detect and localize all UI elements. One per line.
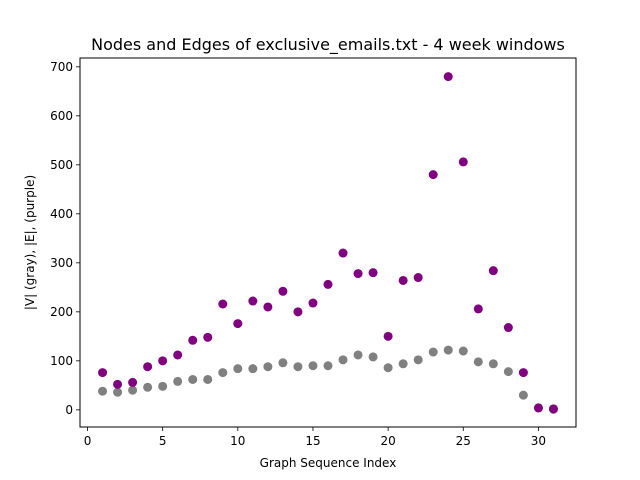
- y-axis-label: |V| (gray), |E|, (purple): [23, 175, 37, 310]
- data-point: [338, 355, 348, 365]
- y-tick-label: 200: [50, 305, 73, 319]
- data-point: [413, 355, 423, 365]
- data-point: [473, 357, 483, 367]
- data-point: [518, 390, 528, 400]
- x-tick-label: 30: [531, 434, 546, 448]
- data-point: [278, 358, 288, 368]
- data-point: [143, 362, 153, 372]
- y-axis: 0 100 200 300 400 500 600 700: [50, 60, 80, 417]
- data-point: [428, 170, 438, 180]
- data-point: [533, 403, 543, 413]
- data-point: [368, 352, 378, 362]
- data-point: [293, 362, 303, 372]
- data-point: [398, 275, 408, 285]
- data-point: [443, 72, 453, 82]
- data-point: [143, 382, 153, 392]
- x-tick-label: 0: [84, 434, 92, 448]
- data-point: [458, 346, 468, 356]
- data-point: [233, 319, 243, 329]
- data-point: [263, 362, 273, 372]
- series-edges: [98, 72, 558, 414]
- data-point: [203, 374, 213, 384]
- data-point: [383, 363, 393, 373]
- x-tick-label: 25: [456, 434, 471, 448]
- data-point: [293, 307, 303, 317]
- data-point: [158, 356, 168, 366]
- y-tick-label: 0: [65, 403, 73, 417]
- data-point: [128, 385, 138, 395]
- y-tick-label: 100: [50, 354, 73, 368]
- data-point: [218, 368, 228, 378]
- x-tick-label: 15: [305, 434, 320, 448]
- series-nodes: [98, 345, 558, 414]
- y-tick-label: 600: [50, 109, 73, 123]
- data-point: [353, 269, 363, 279]
- data-point: [488, 359, 498, 369]
- data-point: [188, 374, 198, 384]
- data-point: [233, 364, 243, 374]
- data-point: [98, 386, 108, 396]
- data-point: [188, 335, 198, 345]
- plot-area: [79, 57, 577, 428]
- data-point: [338, 248, 348, 258]
- data-point: [218, 299, 228, 309]
- x-tick-label: 20: [380, 434, 395, 448]
- data-point: [548, 404, 558, 414]
- data-point: [263, 302, 273, 312]
- x-tick-label: 10: [230, 434, 245, 448]
- data-point: [308, 298, 318, 308]
- y-tick-label: 500: [50, 158, 73, 172]
- data-point: [173, 376, 183, 386]
- data-point: [443, 345, 453, 355]
- x-axis-label: Graph Sequence Index: [260, 456, 397, 470]
- data-point: [503, 367, 513, 377]
- data-point: [368, 268, 378, 278]
- data-point: [458, 157, 468, 167]
- data-point: [413, 273, 423, 283]
- data-point: [98, 368, 108, 378]
- data-point: [488, 266, 498, 276]
- x-axis: 0 5 10 15 20 25 30: [84, 427, 546, 448]
- data-point: [353, 350, 363, 360]
- data-point: [248, 296, 258, 306]
- data-point: [113, 379, 123, 389]
- y-tick-label: 400: [50, 207, 73, 221]
- plot-frame: [79, 57, 577, 428]
- data-point: [203, 332, 213, 342]
- data-point: [323, 279, 333, 289]
- data-point: [308, 361, 318, 371]
- data-point: [428, 347, 438, 357]
- data-point: [128, 377, 138, 387]
- data-point: [158, 381, 168, 391]
- data-point: [473, 304, 483, 314]
- chart-title: Nodes and Edges of exclusive_emails.txt …: [91, 35, 565, 55]
- data-point: [113, 387, 123, 397]
- data-points: [98, 72, 558, 414]
- data-point: [248, 364, 258, 374]
- y-tick-label: 300: [50, 256, 73, 270]
- data-point: [518, 368, 528, 378]
- x-tick-label: 5: [159, 434, 167, 448]
- y-tick-label: 700: [50, 60, 73, 74]
- data-point: [173, 350, 183, 360]
- data-point: [398, 359, 408, 369]
- data-point: [323, 361, 333, 371]
- data-point: [278, 286, 288, 296]
- data-point: [383, 331, 393, 341]
- data-point: [503, 323, 513, 333]
